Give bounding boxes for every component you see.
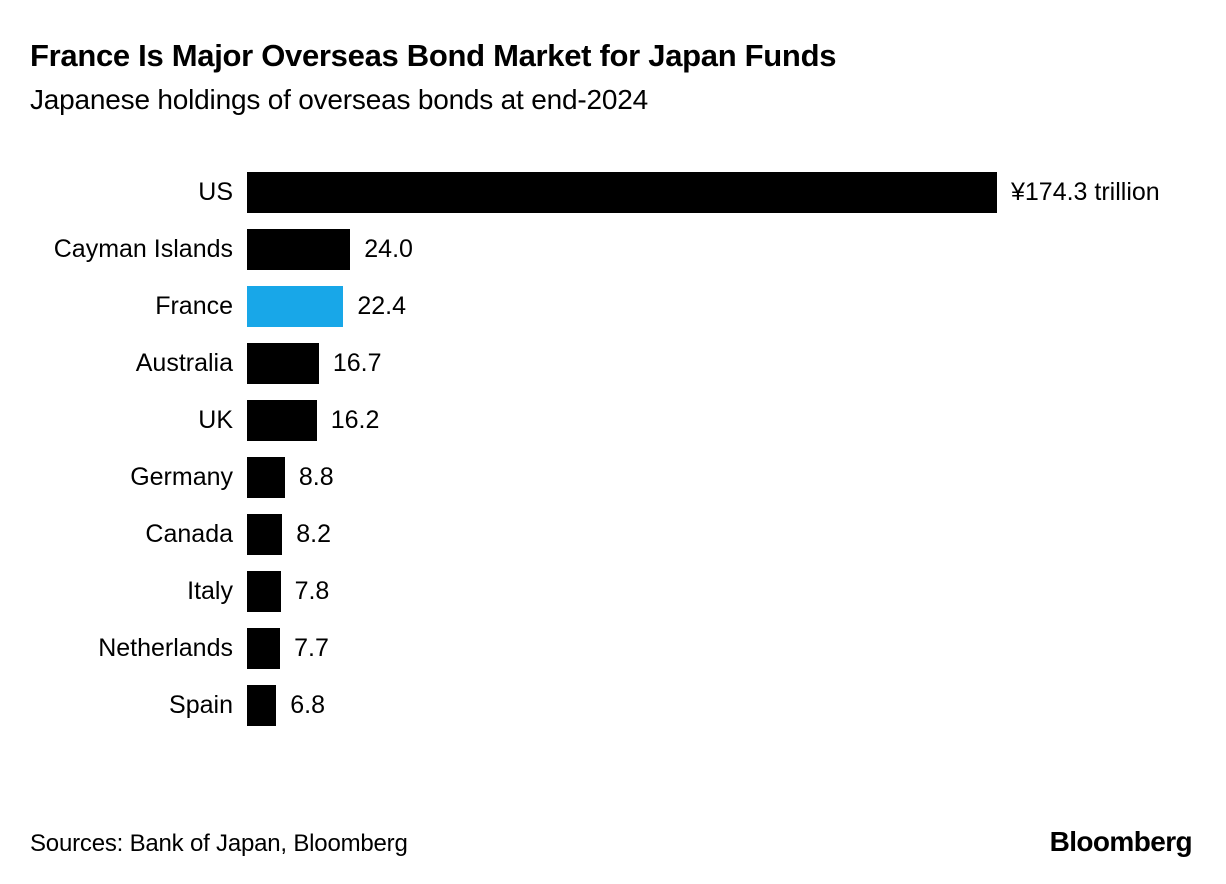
bar-italy — [247, 570, 281, 612]
value-label: 7.8 — [294, 576, 330, 605]
value-label: 16.2 — [330, 405, 380, 434]
category-label: Germany — [130, 462, 233, 491]
category-label: Italy — [187, 576, 233, 605]
bar-germany — [247, 456, 285, 498]
value-label: 16.7 — [332, 348, 382, 377]
value-label: 24.0 — [364, 234, 413, 263]
bar-spain — [247, 684, 277, 726]
bloomberg-logo: Bloomberg — [1049, 826, 1193, 857]
category-label: France — [155, 291, 233, 320]
category-label: Australia — [135, 348, 233, 377]
category-label: UK — [198, 405, 233, 434]
chart-row: Canada 8.2 — [30, 513, 1196, 555]
value-label: 7.7 — [294, 633, 329, 662]
chart-row: UK 16.2 — [30, 399, 1196, 441]
value-label: 6.8 — [290, 690, 326, 719]
chart-row: Australia 16.7 — [30, 342, 1196, 384]
chart-row: Cayman Islands 24.0 — [30, 228, 1196, 270]
source-note: Sources: Bank of Japan, Bloomberg — [30, 830, 408, 857]
chart-subtitle: Japanese holdings of overseas bonds at e… — [30, 83, 648, 115]
chart-row: Spain 6.8 — [30, 684, 1196, 726]
value-label: 22.4 — [357, 291, 407, 320]
bar-chart: US ¥174.3 trillion Cayman Islands 24.0 Franc… — [30, 171, 1196, 726]
value-label: ¥174.3 trillion — [1011, 177, 1160, 206]
bar-australia — [247, 342, 319, 384]
value-label: 8.2 — [296, 519, 332, 548]
chart-footer: Sources: Bank of Japan, Bloomberg Bloomb… — [30, 826, 1193, 858]
category-label: Spain — [169, 690, 233, 719]
chart-title: France Is Major Overseas Bond Market for… — [30, 38, 837, 73]
bar-netherlands — [247, 627, 281, 669]
category-label: Canada — [145, 519, 233, 548]
bar-france — [247, 285, 344, 327]
bar-canada — [247, 513, 283, 555]
category-label: US — [198, 177, 233, 206]
chart-row: Germany 8.8 — [30, 456, 1196, 498]
bar-cayman-islands — [247, 228, 351, 270]
category-label: Netherlands — [98, 633, 233, 662]
category-label: Cayman Islands — [53, 234, 233, 263]
chart-row: Italy 7.8 — [30, 570, 1196, 612]
chart-row: Netherlands 7.7 — [30, 627, 1196, 669]
chart-row: US ¥174.3 trillion — [30, 171, 1196, 213]
chart-row: France 22.4 — [30, 285, 1196, 327]
value-label: 8.8 — [298, 462, 334, 491]
bar-uk — [247, 399, 317, 441]
bar-us — [247, 171, 997, 213]
